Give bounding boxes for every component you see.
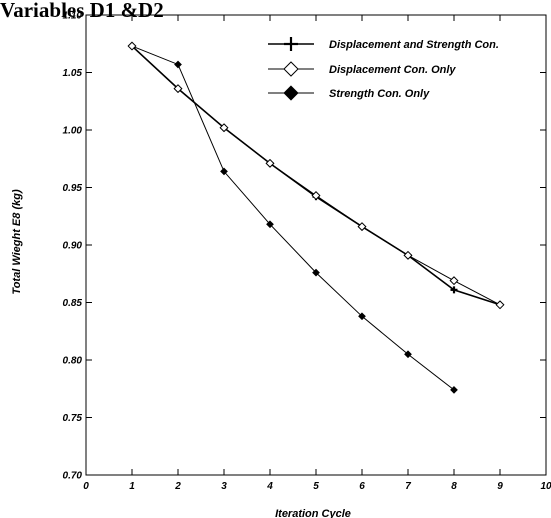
plot-area [85,14,547,476]
data-point-plus [450,286,458,294]
series-group [127,41,505,394]
x-tick-label: 9 [497,481,503,492]
legend-label: Displacement Con. Only [329,64,456,76]
y-tick-label: 0.85 [63,298,83,309]
data-point-filled-diamond [404,350,412,359]
data-point-open-diamond [495,300,505,310]
data-point-filled-diamond [174,60,182,69]
x-axis-label: Iteration Cycle [275,508,351,518]
data-point-filled-diamond [358,312,366,321]
data-point-open-diamond [173,84,183,94]
x-tick-label: 4 [266,481,273,492]
data-point-open-diamond [219,123,229,133]
data-point-open-diamond [357,222,367,232]
x-tick-label: 5 [313,481,319,492]
x-tick-label: 0 [83,481,89,492]
data-point-filled-diamond [266,220,274,229]
x-tick-label: 8 [451,481,457,492]
data-point-filled-diamond [220,167,228,176]
x-tick-label: 3 [221,481,227,492]
legend-item: Strength Con. Only [268,85,430,101]
legend: Displacement and Strength Con. Displaceme… [268,37,499,101]
x-tick-label: 7 [405,481,411,492]
legend-label: Strength Con. Only [329,88,430,100]
data-point-open-diamond [311,191,321,201]
plot-frame [85,14,547,476]
axes: 0.70 0.75 0.80 0.85 0.90 0.95 1.00 1.05 1.10 0 1 2 3… [63,11,551,493]
data-point-open-diamond [127,41,137,51]
data-point-filled-diamond [312,268,320,277]
data-point-open-diamond [283,61,299,77]
y-tick-label: 0.80 [63,356,83,367]
x-tick-label: 6 [359,481,365,492]
series-line-filled-diamond [131,45,455,391]
legend-item: Displacement Con. Only [268,61,456,77]
page-title: Variables D1 &D2 [0,0,164,22]
y-tick-label: 0.95 [63,183,83,194]
data-point-filled-diamond [450,386,458,394]
legend-label: Displacement and Strength Con. [329,39,499,51]
data-point-open-diamond [403,250,413,260]
x-tick-label: 10 [540,481,551,492]
x-tick-label: 2 [174,481,181,492]
y-tick-label: 1.00 [63,126,83,137]
data-point-filled-diamond [283,85,299,101]
x-tick-label: 1 [129,481,135,492]
y-tick-label: 1.05 [63,68,83,79]
data-point-plus [284,37,298,51]
y-tick-label: 1.10 [63,11,83,22]
y-tick-label: 0.90 [63,241,83,252]
y-tick-label: 0.75 [63,413,83,424]
y-axis-label: Total Wieght E8 (kg) [11,189,23,295]
y-tick-label: 0.70 [63,471,83,482]
data-point-open-diamond [265,158,275,168]
legend-item: Displacement and Strength Con. [268,37,499,51]
data-point-open-diamond [449,276,459,286]
